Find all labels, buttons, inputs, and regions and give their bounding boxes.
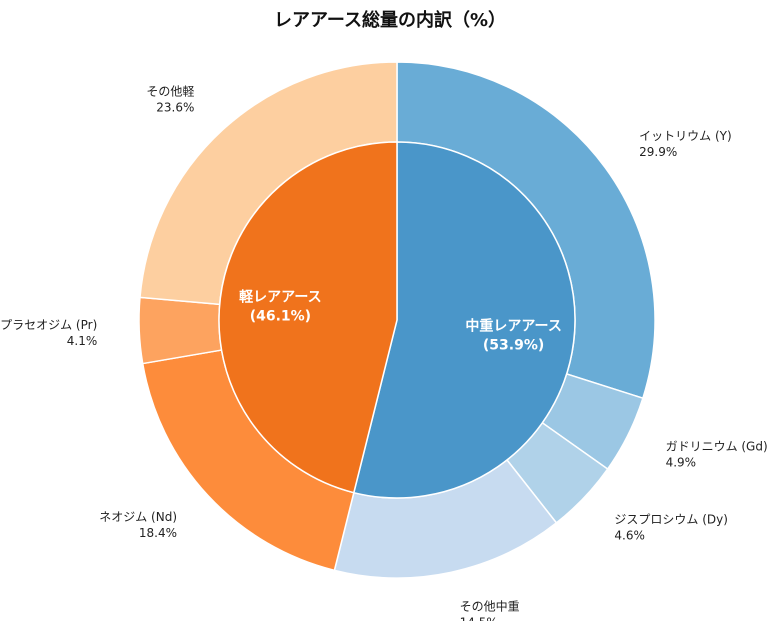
inner-slice-label: 軽レアアース <box>239 289 321 306</box>
outer-slice-label: その他軽 <box>146 85 194 99</box>
outer-slice-percent: 14.5% <box>460 615 498 621</box>
outer-slice-label: プラセオジム (Pr) <box>0 318 97 332</box>
outer-slice-percent: 4.6% <box>614 529 645 543</box>
outer-slice-percent: 18.4% <box>139 526 177 540</box>
outer-slice-percent: 29.9% <box>639 145 677 159</box>
inner-slice-percent: (53.9%) <box>483 337 544 353</box>
inner-slice-percent: (46.1%) <box>250 309 311 325</box>
outer-slice-percent: 23.6% <box>156 101 194 115</box>
slice-labels: イットリウム (Y) 29.9% ガドリニウム (Gd) 4.9% ジスプロシウム (D… <box>0 85 768 621</box>
outer-slice-label: ジスプロシウム (Dy) <box>614 513 728 527</box>
outer-slice-percent: 4.9% <box>666 456 697 470</box>
chart-title: レアアース総量の内訳（%） <box>274 9 506 31</box>
inner-ring <box>218 141 576 499</box>
inner-slice <box>352 141 576 499</box>
outer-slice-label: ガドリニウム (Gd) <box>666 440 768 454</box>
outer-slice-label: その他中重 <box>460 598 520 613</box>
outer-slice-label: ネオジム (Nd) <box>99 510 177 524</box>
outer-slice-percent: 4.1% <box>67 334 98 348</box>
inner-slice-label: 中重レアアース <box>465 317 561 334</box>
outer-slice-label: イットリウム (Y) <box>639 129 732 143</box>
inner-slice <box>218 141 398 494</box>
